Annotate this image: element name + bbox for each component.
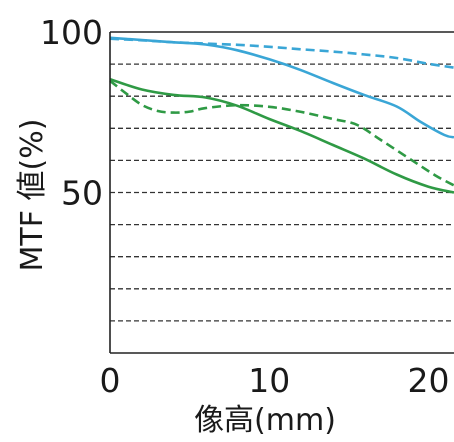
tick-labels: 50 100 0 10 20 bbox=[40, 13, 450, 400]
x-tick-label-20: 20 bbox=[408, 361, 450, 400]
x-tick-label-0: 0 bbox=[100, 361, 121, 400]
series-line-3 bbox=[109, 79, 454, 187]
gridlines bbox=[110, 63, 454, 322]
mtf-series-group bbox=[109, 36, 454, 194]
axes bbox=[109, 31, 454, 354]
x-tick-label-10: 10 bbox=[248, 361, 290, 400]
x-axis-label: 像高(mm) bbox=[194, 403, 336, 438]
y-tick-label-100: 100 bbox=[40, 13, 103, 52]
series-line-2 bbox=[109, 77, 454, 194]
series-line-0 bbox=[109, 36, 454, 139]
series-line-1 bbox=[109, 37, 454, 69]
y-tick-label-50: 50 bbox=[61, 174, 103, 213]
y-axis-label: MTF 値(%) bbox=[15, 119, 50, 272]
